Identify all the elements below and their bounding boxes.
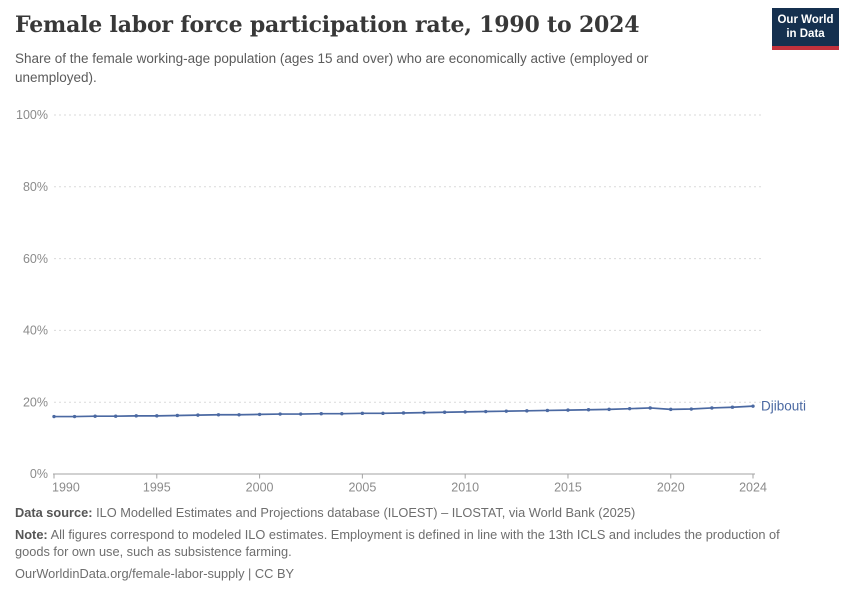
data-source-label: Data source: bbox=[15, 505, 93, 520]
y-tick-label: 40% bbox=[23, 324, 48, 338]
data-point[interactable] bbox=[72, 414, 77, 419]
citation-line[interactable]: OurWorldinData.org/female-labor-supply |… bbox=[15, 566, 295, 581]
data-point[interactable] bbox=[710, 406, 714, 410]
x-tick-label: 2010 bbox=[451, 481, 479, 495]
line-chart-svg[interactable]: 0% 20% 40% 60% 80% 100% 1990 1995 2000 2005 2010 20… bbox=[0, 95, 850, 500]
data-point[interactable] bbox=[299, 412, 303, 416]
data-point[interactable] bbox=[751, 404, 755, 408]
data-point[interactable] bbox=[627, 406, 632, 411]
data-point[interactable] bbox=[93, 414, 97, 418]
data-point[interactable] bbox=[669, 407, 673, 412]
data-source-line: Data source: ILO Modelled Estimates and … bbox=[15, 504, 810, 521]
owid-logo-line2: in Data bbox=[786, 28, 825, 40]
data-point[interactable] bbox=[52, 414, 56, 419]
note-text: All figures correspond to modeled ILO es… bbox=[15, 527, 780, 559]
x-tick-label: 2024 bbox=[739, 481, 767, 495]
owid-logo[interactable]: Our World in Data bbox=[772, 8, 839, 50]
x-tick-label: 1995 bbox=[143, 481, 171, 495]
data-point[interactable] bbox=[237, 413, 241, 417]
series-end-label[interactable]: Djibouti bbox=[761, 399, 806, 414]
data-source-text: ILO Modelled Estimates and Projections d… bbox=[96, 505, 636, 520]
x-tick-label: 2015 bbox=[554, 481, 582, 495]
data-point[interactable] bbox=[648, 406, 652, 410]
y-tick-label: 80% bbox=[23, 180, 48, 194]
data-point[interactable] bbox=[196, 413, 200, 417]
data-point[interactable] bbox=[113, 414, 118, 418]
x-tick-label: 2020 bbox=[657, 481, 685, 495]
owid-logo-line1: Our World bbox=[777, 13, 834, 26]
y-tick-label: 20% bbox=[23, 395, 48, 409]
data-point[interactable] bbox=[155, 414, 159, 418]
data-point[interactable] bbox=[442, 410, 447, 414]
data-point[interactable] bbox=[730, 405, 735, 409]
note-line: Note: All figures correspond to modeled … bbox=[15, 526, 810, 560]
y-tick-label: 60% bbox=[23, 252, 48, 266]
data-point[interactable] bbox=[566, 408, 570, 412]
chart-subtitle: Share of the female working-age populati… bbox=[15, 51, 649, 85]
data-point[interactable] bbox=[525, 409, 529, 413]
data-point[interactable] bbox=[175, 413, 180, 418]
chart-title: Female labor force participation rate, 1… bbox=[15, 12, 640, 38]
x-tick-label: 2000 bbox=[246, 481, 274, 495]
data-point[interactable] bbox=[422, 410, 426, 415]
data-point[interactable] bbox=[463, 410, 467, 414]
data-point[interactable] bbox=[360, 411, 365, 416]
data-point[interactable] bbox=[689, 407, 694, 411]
data-point[interactable] bbox=[607, 407, 611, 412]
data-point[interactable] bbox=[340, 411, 344, 416]
data-point[interactable] bbox=[545, 408, 550, 413]
data-point[interactable] bbox=[319, 411, 323, 416]
data-point[interactable] bbox=[586, 408, 591, 412]
data-point[interactable] bbox=[401, 411, 406, 415]
y-tick-label: 100% bbox=[16, 108, 48, 122]
data-point[interactable] bbox=[134, 414, 138, 418]
x-tick-label: 1990 bbox=[52, 481, 80, 495]
data-point[interactable] bbox=[216, 413, 221, 417]
chart-footer: Data source: ILO Modelled Estimates and … bbox=[15, 504, 810, 587]
x-tick-label: 2005 bbox=[348, 481, 376, 495]
note-label: Note: bbox=[15, 527, 48, 542]
data-point[interactable] bbox=[257, 412, 262, 417]
data-point[interactable] bbox=[504, 409, 508, 413]
y-tick-label: 0% bbox=[30, 467, 48, 481]
chart-canvas[interactable]: 0% 20% 40% 60% 80% 100% 1990 1995 2000 2005 2010 20… bbox=[0, 95, 850, 500]
data-point[interactable] bbox=[484, 409, 488, 414]
data-point[interactable] bbox=[381, 411, 385, 416]
data-point[interactable] bbox=[278, 412, 282, 416]
